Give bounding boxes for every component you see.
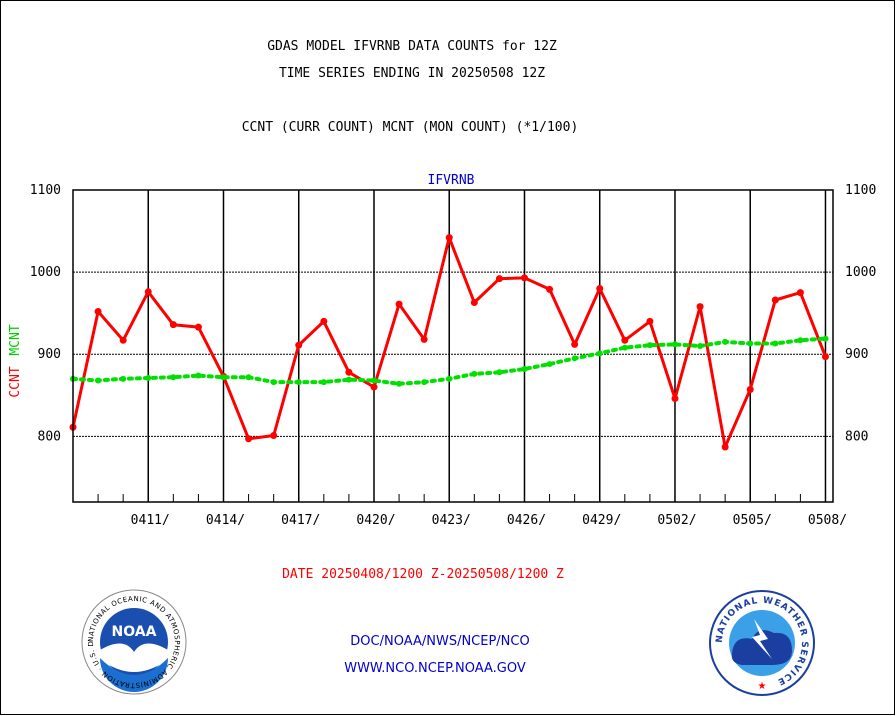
data-point-ccnt: [746, 386, 754, 394]
y-axis-label-mcnt: MCNT: [8, 324, 23, 355]
data-point-mcnt: [772, 340, 779, 347]
data-point-ccnt: [395, 300, 403, 308]
data-point-ccnt: [771, 296, 779, 304]
y-tick-label-left: 800: [38, 429, 61, 444]
y-tick-label-left: 900: [38, 347, 61, 362]
data-point-mcnt: [396, 380, 403, 387]
org-path-link[interactable]: DOC/NOAA/NWS/NCEP/NCO: [350, 634, 529, 649]
data-point-mcnt: [370, 377, 377, 384]
x-tick-label: 0420/: [356, 513, 395, 528]
data-point-mcnt: [120, 375, 127, 382]
y-axis-label-ccnt: CCNT: [8, 366, 23, 397]
x-tick-label: 0423/: [432, 513, 471, 528]
data-point-ccnt: [194, 323, 202, 331]
data-point-ccnt: [169, 321, 177, 329]
noaa-logo: NOAA NATIONAL OCEANIC AND ATMOSPHERIC AD…: [81, 589, 187, 695]
data-point-ccnt: [796, 289, 804, 297]
data-point-mcnt: [170, 374, 177, 381]
data-point-ccnt: [721, 443, 729, 451]
chart-title-line2: TIME SERIES ENDING IN 20250508 12Z: [279, 66, 545, 81]
chart-subtitle: CCNT (CURR COUNT) MCNT (MON COUNT) (*1/1…: [242, 120, 579, 135]
data-point-mcnt: [220, 374, 227, 381]
data-point-ccnt: [420, 335, 428, 343]
data-point-ccnt: [295, 341, 303, 349]
y-tick-label-right: 900: [845, 347, 868, 362]
data-point-mcnt: [270, 379, 277, 386]
data-point-mcnt: [697, 343, 704, 349]
plot-label: IFVRNB: [428, 173, 475, 188]
plot-frame: [72, 189, 834, 503]
website-link[interactable]: WWW.NCO.NCEP.NOAA.GOV: [344, 661, 526, 676]
data-point-ccnt: [596, 285, 604, 293]
data-point-mcnt: [320, 379, 327, 386]
data-point-mcnt: [145, 375, 152, 382]
y-axis-label: CCNT MCNT: [8, 324, 23, 397]
data-point-ccnt: [144, 288, 152, 296]
x-tick-label: 0505/: [733, 513, 772, 528]
data-point-ccnt: [119, 336, 127, 344]
data-point-ccnt: [345, 368, 353, 376]
data-point-ccnt: [445, 234, 453, 242]
date-range: DATE 20250408/1200 Z-20250508/1200 Z: [282, 567, 564, 582]
data-point-ccnt: [821, 353, 829, 361]
axis-layer: 800 800 900 900 1000 1000 1100 1100 0411/0414/04…: [30, 183, 877, 528]
data-point-mcnt: [195, 372, 202, 379]
data-point-mcnt: [571, 355, 578, 362]
data-point-ccnt: [470, 298, 478, 306]
y-tick-label-left: 1000: [30, 265, 61, 280]
data-point-mcnt: [245, 374, 252, 381]
y-tick-label-right: 1100: [845, 183, 876, 198]
x-tick-label: 0414/: [206, 513, 245, 528]
nws-logo: NATIONAL WEATHER SERVICE ★: [709, 590, 815, 696]
data-point-mcnt: [546, 361, 553, 368]
x-tick-label: 0426/: [507, 513, 546, 528]
svg-text:★: ★: [758, 681, 767, 692]
data-point-ccnt: [646, 317, 654, 325]
grid-layer: [73, 190, 833, 502]
noaa-logo-text: NOAA: [112, 624, 157, 640]
data-point-ccnt: [671, 395, 679, 403]
data-point-mcnt: [95, 377, 102, 384]
y-tick-label-right: 800: [845, 429, 868, 444]
data-point-mcnt: [295, 379, 302, 386]
data-point-ccnt: [320, 317, 328, 325]
x-tick-label: 0411/: [131, 513, 170, 528]
data-point-ccnt: [270, 431, 278, 439]
x-tick-label: 0417/: [281, 513, 320, 528]
data-point-mcnt: [496, 369, 503, 376]
data-point-mcnt: [722, 338, 729, 345]
data-point-ccnt: [370, 383, 378, 391]
data-point-ccnt: [571, 340, 579, 348]
data-point-mcnt: [471, 370, 478, 377]
data-point-mcnt: [797, 337, 804, 344]
data-point-ccnt: [495, 275, 503, 283]
x-tick-label: 0508/: [808, 513, 847, 528]
series-layer: [69, 234, 829, 451]
data-point-mcnt: [646, 342, 653, 349]
data-point-mcnt: [521, 365, 528, 372]
x-tick-label: 0502/: [657, 513, 696, 528]
data-point-ccnt: [546, 285, 554, 293]
data-point-ccnt: [621, 336, 629, 344]
data-point-ccnt: [696, 303, 704, 311]
data-point-mcnt: [596, 350, 603, 357]
data-point-ccnt: [94, 308, 102, 316]
data-point-mcnt: [621, 344, 628, 351]
data-point-mcnt: [671, 341, 678, 348]
data-point-mcnt: [747, 340, 754, 347]
chart-title-line1: GDAS MODEL IFVRNB DATA COUNTS for 12Z: [267, 39, 557, 54]
data-point-mcnt: [421, 379, 428, 386]
data-point-ccnt: [245, 435, 253, 443]
data-point-ccnt: [520, 274, 528, 282]
data-point-mcnt: [822, 335, 829, 342]
data-point-mcnt: [446, 375, 453, 382]
x-tick-label: 0429/: [582, 513, 621, 528]
y-tick-label-right: 1000: [845, 265, 876, 280]
data-point-mcnt: [345, 376, 352, 383]
y-tick-label-left: 1100: [30, 183, 61, 198]
